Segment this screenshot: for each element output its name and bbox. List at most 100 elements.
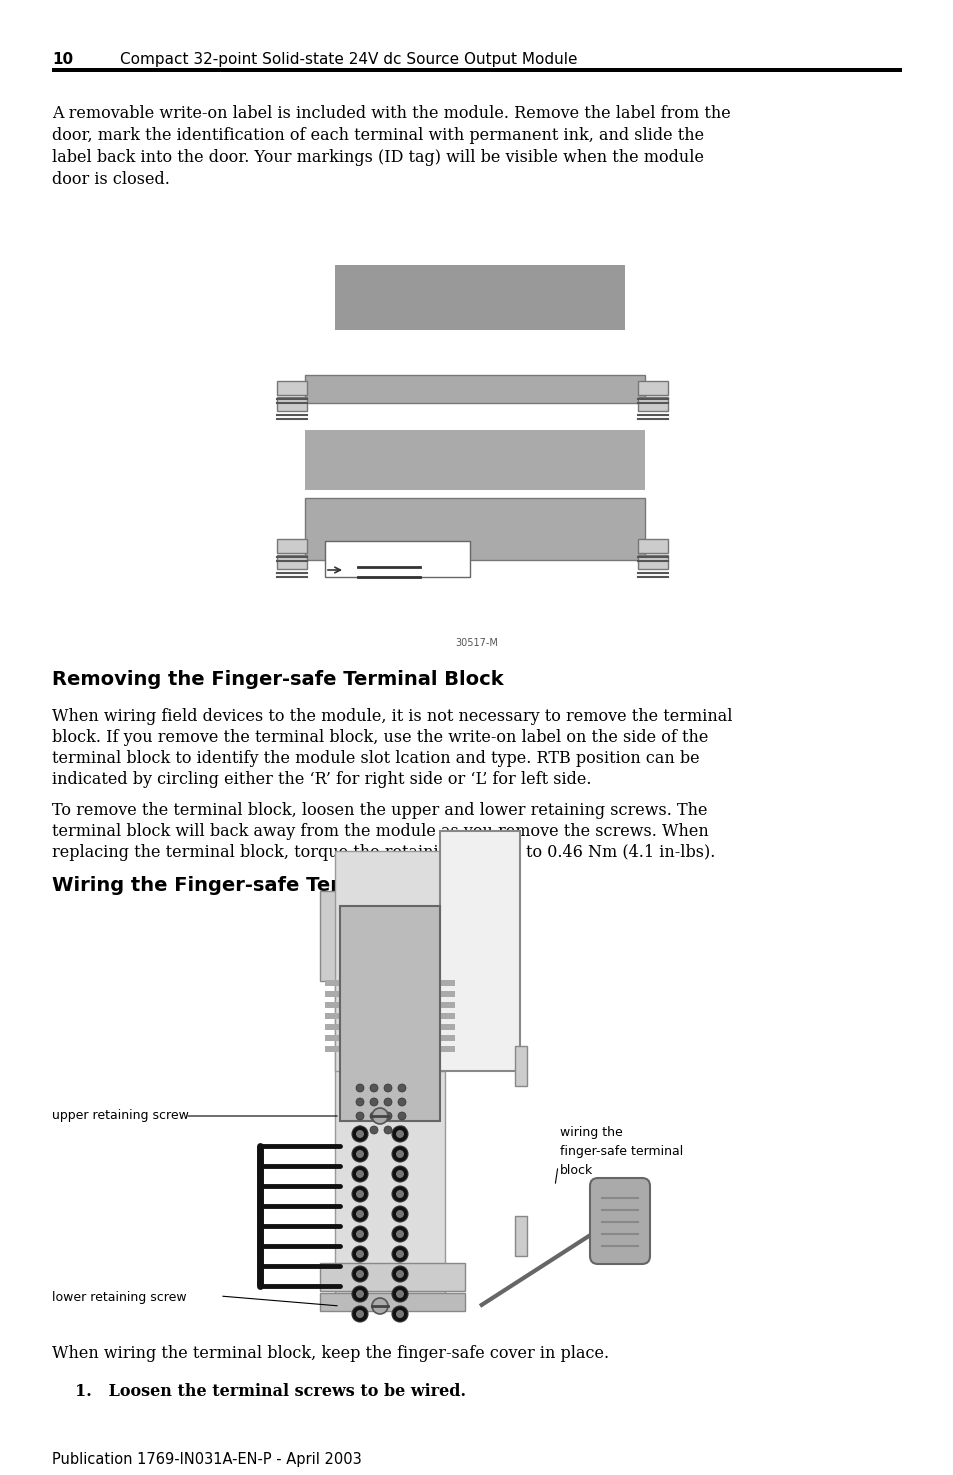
Bar: [339, 906, 439, 1121]
Circle shape: [370, 1112, 377, 1120]
Circle shape: [355, 1084, 364, 1092]
Text: When wiring the terminal block, keep the finger-safe cover in place.: When wiring the terminal block, keep the…: [52, 1345, 608, 1361]
Circle shape: [355, 1210, 364, 1218]
Circle shape: [395, 1210, 403, 1218]
Circle shape: [392, 1125, 408, 1142]
Text: Removing the Finger-safe Terminal Block: Removing the Finger-safe Terminal Block: [52, 670, 503, 689]
Circle shape: [397, 1097, 406, 1106]
Circle shape: [355, 1190, 364, 1198]
Circle shape: [370, 1084, 377, 1092]
Text: upper retaining screw: upper retaining screw: [52, 1109, 189, 1122]
Circle shape: [392, 1186, 408, 1202]
Bar: [276, 555, 307, 569]
Bar: [515, 1046, 526, 1086]
Bar: [638, 538, 667, 553]
Bar: [325, 1002, 455, 1007]
Circle shape: [384, 1112, 392, 1120]
Text: 30517-M: 30517-M: [456, 639, 497, 648]
Circle shape: [395, 1270, 403, 1277]
Circle shape: [395, 1130, 403, 1139]
Circle shape: [395, 1310, 403, 1319]
Circle shape: [384, 1084, 392, 1092]
Circle shape: [370, 1125, 377, 1134]
Circle shape: [395, 1190, 403, 1198]
Circle shape: [355, 1130, 364, 1139]
Bar: [276, 397, 307, 412]
Circle shape: [352, 1186, 368, 1202]
Circle shape: [392, 1246, 408, 1263]
Bar: [325, 979, 455, 985]
Circle shape: [352, 1266, 368, 1282]
Text: label back into the door. Your markings (ID tag) will be visible when the module: label back into the door. Your markings …: [52, 149, 703, 167]
Bar: [325, 1024, 455, 1030]
Circle shape: [355, 1125, 364, 1134]
Bar: [325, 541, 470, 577]
Circle shape: [352, 1125, 368, 1142]
Circle shape: [392, 1226, 408, 1242]
Circle shape: [352, 1286, 368, 1302]
Text: Publication 1769-IN031A-EN-P - April 2003: Publication 1769-IN031A-EN-P - April 200…: [52, 1451, 361, 1468]
Bar: [325, 1035, 455, 1041]
Circle shape: [355, 1249, 364, 1258]
Circle shape: [395, 1230, 403, 1238]
Bar: [638, 555, 667, 569]
Bar: [276, 538, 307, 553]
Circle shape: [355, 1170, 364, 1179]
Circle shape: [392, 1286, 408, 1302]
Bar: [319, 891, 459, 981]
Circle shape: [355, 1150, 364, 1158]
Bar: [305, 431, 644, 490]
FancyBboxPatch shape: [589, 1179, 649, 1264]
Circle shape: [384, 1097, 392, 1106]
Circle shape: [370, 1097, 377, 1106]
Circle shape: [392, 1207, 408, 1221]
Bar: [335, 851, 444, 1071]
Bar: [305, 375, 644, 403]
Text: replacing the terminal block, torque the retaining screws to 0.46 Nm (4.1 in-lbs: replacing the terminal block, torque the…: [52, 844, 715, 861]
Text: lower retaining screw: lower retaining screw: [52, 1291, 187, 1304]
Circle shape: [392, 1305, 408, 1322]
Text: door, mark the identification of each terminal with permanent ink, and slide the: door, mark the identification of each te…: [52, 127, 703, 145]
Circle shape: [355, 1097, 364, 1106]
Circle shape: [352, 1305, 368, 1322]
Text: block. If you remove the terminal block, use the write-on label on the side of t: block. If you remove the terminal block,…: [52, 729, 708, 746]
Bar: [325, 1046, 455, 1052]
Circle shape: [355, 1270, 364, 1277]
Bar: [439, 830, 519, 1071]
Text: When wiring field devices to the module, it is not necessary to remove the termi: When wiring field devices to the module,…: [52, 708, 732, 726]
Circle shape: [352, 1246, 368, 1263]
Text: 1.   Loosen the terminal screws to be wired.: 1. Loosen the terminal screws to be wire…: [75, 1384, 465, 1400]
Circle shape: [384, 1125, 392, 1134]
Text: wiring the
finger-safe terminal
block: wiring the finger-safe terminal block: [559, 1125, 682, 1177]
Circle shape: [395, 1150, 403, 1158]
Bar: [638, 397, 667, 412]
Text: Wiring the Finger-safe Terminal Block: Wiring the Finger-safe Terminal Block: [52, 876, 466, 895]
Circle shape: [392, 1146, 408, 1162]
Circle shape: [355, 1112, 364, 1120]
Circle shape: [395, 1249, 403, 1258]
Text: door is closed.: door is closed.: [52, 171, 170, 187]
Circle shape: [395, 1291, 403, 1298]
Circle shape: [355, 1230, 364, 1238]
Bar: [52, 68, 901, 72]
Circle shape: [355, 1310, 364, 1319]
Text: To remove the terminal block, loosen the upper and lower retaining screws. The: To remove the terminal block, loosen the…: [52, 802, 707, 819]
Bar: [325, 1013, 455, 1019]
Circle shape: [397, 1125, 406, 1134]
Circle shape: [392, 1167, 408, 1181]
Circle shape: [372, 1108, 388, 1124]
Text: terminal block will back away from the module as you remove the screws. When: terminal block will back away from the m…: [52, 823, 708, 839]
Bar: [319, 1294, 464, 1311]
Circle shape: [372, 1298, 388, 1314]
Text: terminal block to identify the module slot lcation and type. RTB position can be: terminal block to identify the module sl…: [52, 749, 699, 767]
Bar: [319, 1263, 464, 1291]
Bar: [335, 266, 624, 330]
Bar: [276, 381, 307, 395]
Bar: [325, 991, 455, 997]
Text: 10: 10: [52, 52, 73, 66]
Circle shape: [352, 1146, 368, 1162]
Circle shape: [395, 1170, 403, 1179]
Bar: [335, 956, 444, 1297]
Circle shape: [355, 1291, 364, 1298]
Circle shape: [352, 1226, 368, 1242]
